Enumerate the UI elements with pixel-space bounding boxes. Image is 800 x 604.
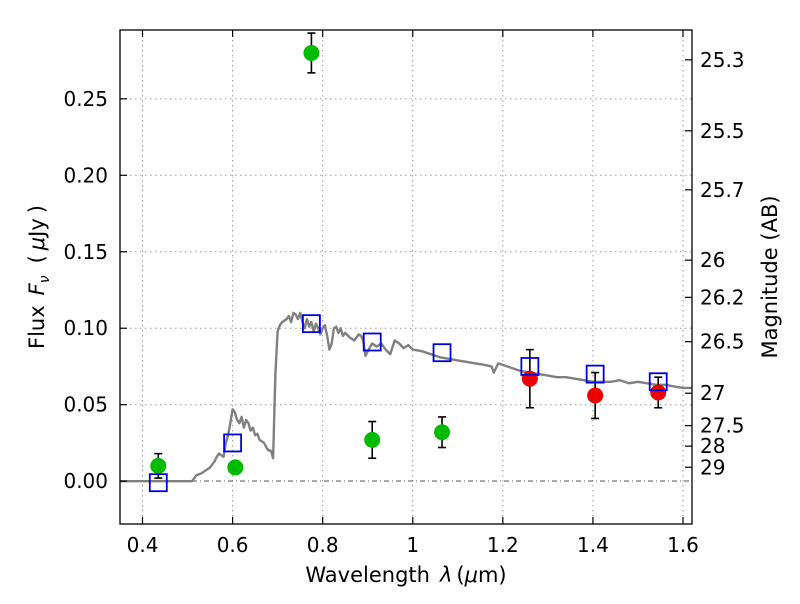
photometry-points	[148, 32, 668, 493]
sed-model-curve	[120, 311, 692, 483]
y2-axis-label: Magnitude (AB)	[758, 195, 782, 358]
axis-ticks: 0.4 0.6 0.8 1 1.2 1.4 1.6 0.00 0.05 0.10 0.15 0.20 0…	[63, 30, 745, 557]
red-data-point	[587, 387, 604, 404]
y-tick-label: 0.00	[63, 469, 108, 493]
y2-tick-label: 26.5	[700, 330, 745, 354]
model-photometry-square	[362, 332, 382, 352]
model-photometry-square	[520, 357, 540, 376]
y2-tick-label: 25.3	[700, 48, 745, 72]
y2-tick-label: 26	[700, 248, 725, 272]
red-data-point	[650, 384, 667, 401]
model-photometry-square	[223, 433, 242, 453]
x-tick-label: 1.6	[667, 533, 699, 557]
model-photometry-square	[302, 314, 321, 334]
grid-lines	[120, 30, 692, 524]
sed-model-line	[120, 311, 692, 483]
y-tick-label: 0.05	[63, 393, 108, 417]
y2-tick-label: 29	[700, 455, 725, 479]
x-tick-label: 0.4	[127, 533, 159, 557]
x-tick-label: 0.6	[217, 533, 249, 557]
y-tick-label: 0.10	[63, 316, 108, 340]
green-data-point	[303, 44, 320, 61]
green-data-point	[364, 431, 381, 448]
plot-frame	[119, 29, 693, 525]
y-tick-label: 0.25	[63, 87, 108, 111]
red-data-point	[521, 370, 538, 387]
green-data-point	[150, 457, 167, 474]
y-tick-label: 0.15	[63, 240, 108, 264]
green-data-point	[434, 424, 451, 441]
green-data-point	[227, 459, 244, 476]
y-tick-label: 0.20	[63, 163, 108, 187]
x-tick-label: 1	[406, 533, 419, 557]
model-photometry-square	[148, 473, 168, 493]
model-photometry-square	[432, 343, 452, 363]
y2-tick-label: 27.5	[700, 414, 745, 438]
y2-tick-label: 25.7	[700, 178, 745, 202]
y2-tick-label: 28	[700, 434, 725, 458]
x-tick-label: 0.8	[307, 533, 339, 557]
x-axis-label: Wavelength λ (μm)	[305, 563, 506, 587]
y-axis-label: FluxFν(μJy)	[25, 205, 53, 349]
y2-tick-label: 27	[700, 381, 725, 405]
y2-tick-label: 25.5	[700, 119, 745, 143]
x-tick-label: 1.4	[577, 533, 609, 557]
x-tick-label: 1.2	[487, 533, 519, 557]
y2-tick-label: 26.2	[700, 285, 745, 309]
model-photometry-square	[648, 372, 668, 392]
model-photometry-square	[585, 364, 605, 384]
